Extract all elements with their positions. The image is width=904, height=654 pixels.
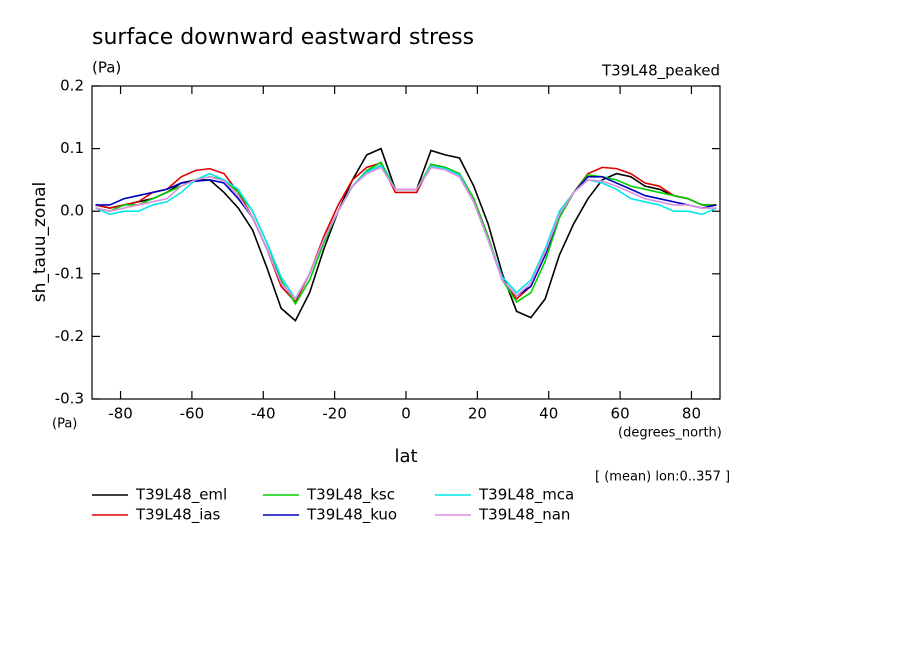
legend-label: T39L48_nan (478, 506, 570, 525)
x-tick-label: 40 (539, 405, 558, 423)
x-units: (degrees_north) (618, 426, 722, 441)
y-units-bottom: (Pa) (52, 417, 77, 432)
series-line (95, 162, 717, 304)
series-line (95, 166, 717, 301)
annotation: [ (mean) lon:0..357 ] (595, 470, 730, 485)
chart-title: surface downward eastward stress (92, 25, 474, 50)
x-tick-label: -20 (322, 405, 347, 423)
y-tick-label: 0.0 (60, 202, 84, 220)
x-tick-label: 60 (611, 405, 630, 423)
x-tick-label: -40 (251, 405, 276, 423)
legend-label: T39L48_eml (135, 486, 227, 505)
y-tick-label: -0.1 (55, 264, 84, 282)
y-tick-label: -0.3 (55, 390, 84, 408)
y-units: (Pa) (92, 59, 121, 77)
x-tick-label: -60 (180, 405, 205, 423)
x-tick-label: -80 (108, 405, 133, 423)
y-tick-label: 0.1 (60, 139, 84, 157)
experiment-label: T39L48_peaked (601, 62, 720, 81)
series-line (95, 147, 717, 323)
legend-label: T39L48_ksc (306, 486, 395, 505)
y-axis-label: sh_tauu_zonal (30, 182, 50, 303)
x-tick-label: 0 (401, 405, 411, 423)
legend-label: T39L48_kuo (306, 506, 397, 525)
y-tick-label: -0.2 (55, 327, 84, 345)
legend-label: T39L48_mca (478, 486, 574, 505)
y-tick-label: 0.2 (60, 77, 84, 95)
plot-frame (91, 85, 721, 400)
legend-label: T39L48_ias (135, 506, 221, 525)
x-tick-label: 20 (468, 405, 487, 423)
x-tick-label: 80 (682, 405, 701, 423)
x-axis-label: lat (394, 446, 417, 467)
